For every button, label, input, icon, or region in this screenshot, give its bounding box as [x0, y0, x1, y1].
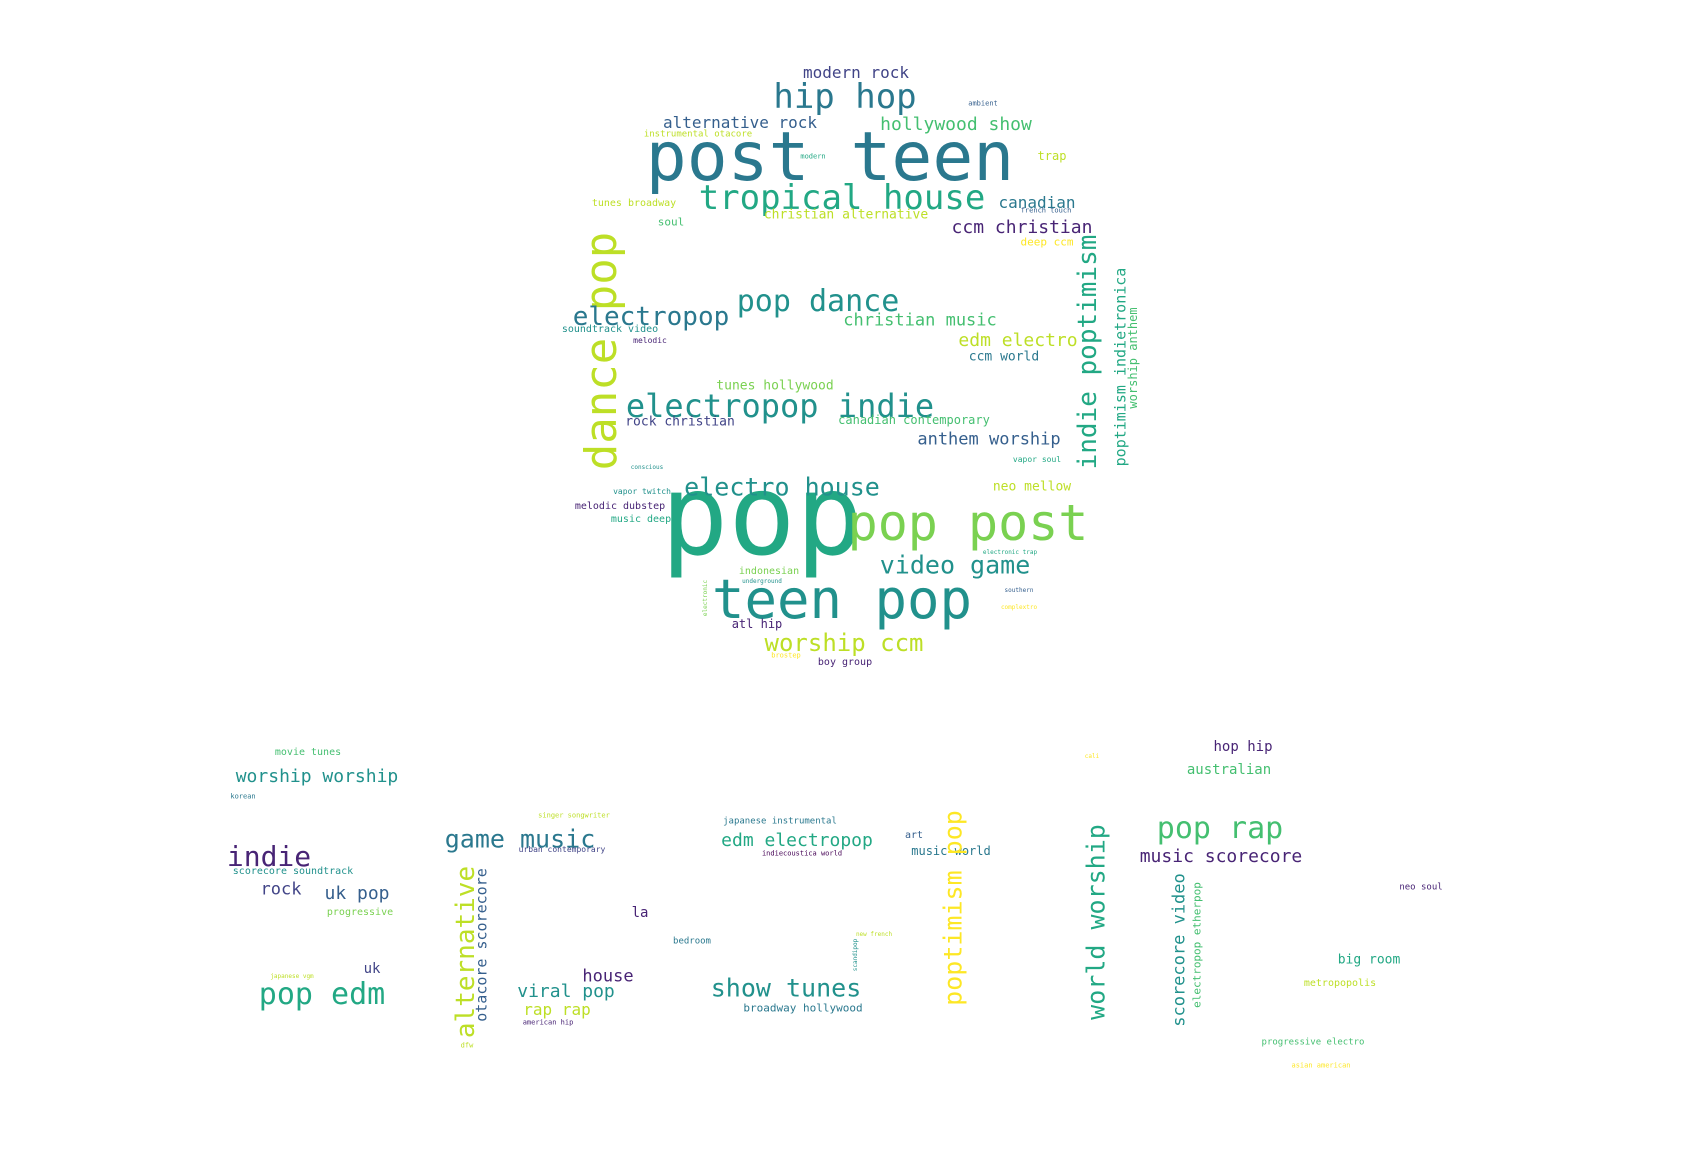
word: instrumental otacore — [643, 129, 753, 140]
word: atl hip — [731, 617, 783, 631]
word: bedroom — [673, 936, 711, 947]
word: brostep — [771, 651, 801, 660]
word: indie poptimism — [1073, 234, 1103, 470]
word: dfw — [460, 1041, 474, 1050]
word: anthem worship — [917, 429, 1061, 450]
word: scorecore soundtrack — [232, 866, 354, 877]
word: tunes hollywood — [716, 378, 834, 394]
word: singer songwriter — [538, 811, 610, 820]
word: art — [904, 830, 924, 841]
word: movie tunes — [274, 747, 342, 758]
word: broadway hollywood — [743, 1001, 863, 1015]
word: french touch — [1020, 206, 1072, 215]
word: viral pop — [517, 981, 615, 1002]
word: electro house — [684, 472, 880, 502]
word: la — [631, 905, 649, 921]
word: vapor twitch — [613, 487, 671, 496]
word: tropical house — [698, 178, 986, 218]
word: vapor soul — [1012, 455, 1062, 464]
word: rap rap — [523, 1000, 591, 1019]
word: rock — [260, 879, 302, 900]
word: melodic — [633, 336, 667, 345]
word: worship anthem — [1126, 307, 1140, 409]
word: new french — [855, 931, 893, 938]
word: canadian contemporary — [838, 413, 990, 427]
word: complextro — [1000, 604, 1038, 611]
word: indiecoustica world — [761, 849, 843, 858]
word: soundtrack video — [561, 324, 659, 335]
word: canadian — [998, 193, 1076, 212]
word: music deep — [610, 514, 672, 525]
word: tunes broadway — [591, 198, 677, 209]
word: game music — [444, 824, 596, 854]
word: asian american — [1291, 1061, 1351, 1070]
word: australian — [1186, 762, 1272, 778]
word: boy group — [817, 657, 873, 668]
word: pop edm — [258, 977, 386, 1012]
word: house — [582, 966, 634, 987]
word: dance pop — [576, 231, 627, 471]
word: urban contemporary — [518, 845, 606, 854]
word: melodic dubstep — [574, 501, 666, 512]
word: video game — [879, 550, 1031, 580]
word: pop dance — [736, 284, 900, 319]
word: teen pop — [711, 568, 973, 631]
word: pop rap — [1156, 811, 1284, 846]
word: music world — [911, 844, 991, 858]
word: japanese instrumental — [723, 816, 837, 827]
word: uk pop — [324, 883, 390, 904]
word: worship worship — [235, 766, 399, 787]
word: progressive electro — [1261, 1037, 1365, 1048]
word: hip hop — [773, 77, 917, 117]
word: worship ccm — [764, 629, 924, 657]
word: ambient — [968, 99, 998, 108]
word: electronic — [702, 579, 709, 617]
word: rock christian — [625, 414, 735, 430]
word: neo soul — [1399, 882, 1443, 893]
word: neo mellow — [992, 479, 1072, 495]
word: edm electropop — [721, 830, 873, 851]
word: progressive — [326, 907, 394, 918]
word: electropop — [572, 302, 730, 332]
word: indie — [226, 840, 312, 873]
word: indonesian — [738, 566, 800, 577]
word: christian music — [843, 310, 997, 331]
word: edm electro — [958, 330, 1078, 351]
word: scandipop — [852, 938, 859, 972]
word: christian alternative — [763, 207, 929, 223]
word: southern — [1004, 587, 1034, 594]
word: music scorecore — [1139, 846, 1303, 867]
word: hollywood show — [880, 114, 1032, 135]
word: big room — [1337, 952, 1401, 968]
word: world worship — [1081, 824, 1111, 1020]
word: soul — [657, 215, 685, 229]
word: ccm christian — [951, 217, 1093, 238]
word: trap — [1037, 149, 1067, 163]
word: underground — [742, 578, 782, 585]
word: poptimism pop — [938, 810, 968, 1006]
word: electronic trap — [982, 549, 1038, 556]
word: ccm world — [968, 349, 1040, 365]
word: hop hip — [1213, 739, 1273, 755]
word: post teen — [645, 118, 1015, 197]
word: alternative rock — [662, 113, 818, 132]
word: korean — [230, 792, 256, 801]
word: electropop indie — [625, 387, 935, 425]
word: american hip — [522, 1018, 574, 1027]
word: deep ccm — [1020, 235, 1074, 249]
word: pop post — [847, 494, 1089, 552]
word: modern rock — [803, 63, 909, 82]
word: japanese vgm — [270, 973, 314, 980]
word: conscious — [630, 464, 664, 471]
word: uk — [363, 961, 381, 977]
word: otacore scorecore — [472, 868, 491, 1022]
word: modern — [800, 152, 826, 161]
word: show tunes — [710, 973, 862, 1003]
word: metropopolis — [1303, 978, 1377, 989]
word: scorecore video — [1169, 873, 1190, 1027]
word: cali — [1084, 753, 1100, 760]
word: pop — [660, 451, 864, 581]
word: electropop etherpop — [1190, 882, 1204, 1008]
